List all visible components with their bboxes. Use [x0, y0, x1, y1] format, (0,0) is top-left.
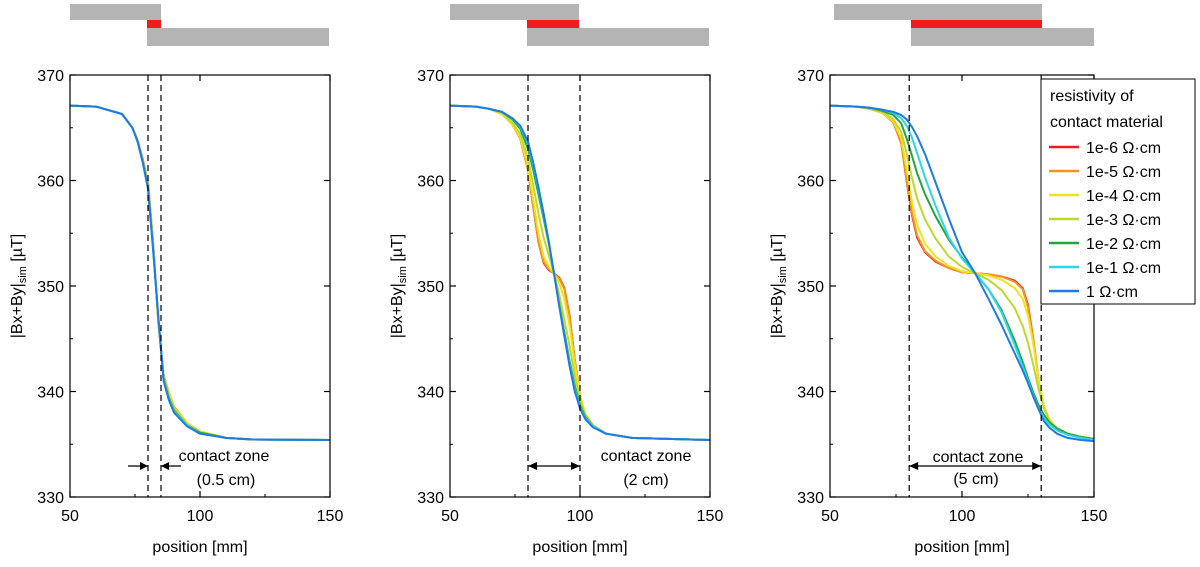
legend-entry-1e-2: 1e-2 Ω·cm	[1086, 236, 1161, 253]
y-axis-label: |Bx+By|sim [µT]	[389, 234, 409, 338]
contact-zone-label: contact zone	[601, 448, 692, 465]
arrow-left-head	[528, 462, 537, 470]
y-tick-label: 350	[417, 279, 444, 296]
contact-zone-label: contact zone	[179, 448, 270, 465]
x-tick-label: 150	[697, 508, 724, 525]
arrow-right-head	[571, 462, 580, 470]
y-axis-label-unit: [µT]	[769, 234, 786, 266]
contact-zone-label: contact zone	[933, 449, 1024, 466]
y-axis-label: |Bx+By|sim [µT]	[769, 234, 789, 338]
legend: resistivity of contact material 1e-6 Ω·cm 1…	[1040, 78, 1196, 305]
chart-panel-1: contact zone (0.5 cm) 330 340 350 360 370 50 100…	[9, 4, 343, 556]
series-group	[450, 104, 710, 441]
chart-panel-3: contact zone (5 cm) 330 340 350 360 370 50 100 15…	[769, 4, 1196, 556]
series-group	[70, 104, 330, 441]
y-axis-label-unit: [µT]	[389, 234, 406, 266]
plate-sketch	[450, 4, 709, 46]
contact-zone-arrow	[909, 462, 1042, 470]
arrow-left-head	[140, 462, 148, 470]
x-tick-label: 150	[317, 508, 344, 525]
y-axis-label-sub: sim	[17, 266, 29, 283]
x-axis-label: position [mm]	[532, 539, 627, 556]
contact-zone-size-label: (5 cm)	[953, 471, 998, 488]
legend-title-line1: resistivity of	[1050, 88, 1134, 105]
upper-plate	[70, 4, 161, 20]
series-line-1e-5	[70, 104, 330, 441]
y-tick-label: 360	[797, 174, 824, 191]
series-line-1e-2	[70, 104, 330, 441]
x-tick-label: 100	[187, 508, 214, 525]
x-tick-label: 150	[1081, 508, 1108, 525]
y-tick-label: 370	[797, 68, 824, 85]
y-tick-label: 340	[417, 385, 444, 402]
legend-entry-1e-3: 1e-3 Ω·cm	[1086, 212, 1161, 229]
arrow-left-head	[909, 462, 919, 470]
y-tick-label: 360	[37, 174, 64, 191]
y-tick-label: 370	[37, 68, 64, 85]
lower-plate	[911, 28, 1094, 46]
series-group	[830, 104, 1094, 443]
arrow-right-head	[161, 462, 169, 470]
x-tick-label: 100	[949, 508, 976, 525]
x-tick-label: 50	[441, 508, 459, 525]
plate-sketch	[70, 4, 329, 46]
y-axis-label-sub: sim	[777, 266, 789, 283]
arrow-right-head	[1032, 462, 1042, 470]
legend-entry-1: 1 Ω·cm	[1086, 284, 1138, 301]
y-tick-label: 340	[37, 385, 64, 402]
y-tick-label: 360	[417, 174, 444, 191]
plate-sketch	[834, 4, 1094, 46]
y-axis-label-main: |Bx+By|	[769, 283, 786, 338]
x-tick-label: 50	[61, 508, 79, 525]
y-tick-label: 340	[797, 385, 824, 402]
x-axis-label: position [mm]	[914, 539, 1009, 556]
series-line-1	[830, 104, 1094, 443]
y-tick-label: 350	[37, 279, 64, 296]
series-line-1e-4	[70, 104, 330, 441]
legend-entry-1e-4: 1e-4 Ω·cm	[1086, 188, 1161, 205]
y-tick-label: 330	[417, 490, 444, 507]
legend-entry-1e-1: 1e-1 Ω·cm	[1086, 260, 1161, 277]
y-axis-label: |Bx+By|sim [µT]	[9, 234, 29, 338]
contact-material	[147, 20, 161, 28]
series-line-1e-1	[70, 104, 330, 441]
x-axis-label: position [mm]	[152, 539, 247, 556]
y-tick-label: 330	[797, 490, 824, 507]
chart-panel-2: contact zone (2 cm) 330 340 350 360 370 50 100 15…	[389, 4, 723, 556]
y-axis-label-main: |Bx+By|	[9, 283, 26, 338]
legend-entry-1e-6: 1e-6 Ω·cm	[1086, 140, 1161, 157]
contact-material	[527, 20, 579, 28]
y-tick-label: 330	[37, 490, 64, 507]
contact-zone-size-label: (0.5 cm)	[197, 472, 256, 489]
lower-plate	[147, 28, 329, 46]
x-tick-label: 100	[567, 508, 594, 525]
contact-zone-size-label: (2 cm)	[623, 472, 668, 489]
contact-zone-arrow	[128, 462, 181, 470]
y-tick-label: 370	[417, 68, 444, 85]
y-axis-label-main: |Bx+By|	[389, 283, 406, 338]
lower-plate	[527, 28, 709, 46]
contact-zone-arrow	[528, 462, 580, 470]
x-tick-label: 50	[821, 508, 839, 525]
upper-plate	[834, 4, 1042, 20]
y-tick-label: 350	[797, 279, 824, 296]
contact-material	[911, 20, 1042, 28]
upper-plate	[450, 4, 579, 20]
y-axis-label-sub: sim	[397, 266, 409, 283]
legend-entry-1e-5: 1e-5 Ω·cm	[1086, 164, 1161, 181]
series-line-1e-6	[70, 104, 330, 441]
series-line-1	[450, 104, 710, 441]
legend-title-line2: contact material	[1050, 114, 1163, 131]
series-line-1e-3	[70, 104, 330, 441]
y-axis-label-unit: [µT]	[9, 234, 26, 266]
series-line-1	[70, 104, 330, 441]
